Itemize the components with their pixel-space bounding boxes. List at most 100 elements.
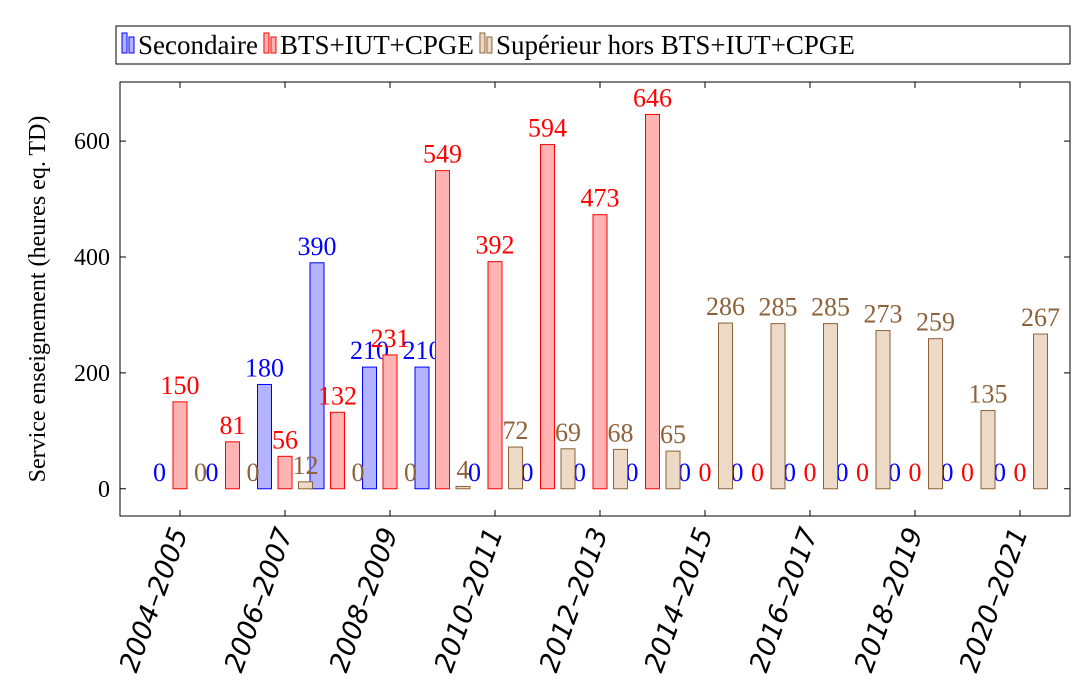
data-label: 72 (503, 416, 529, 445)
y-tick-label: 200 (74, 361, 110, 387)
bar (980, 410, 996, 490)
bar (382, 354, 398, 490)
data-label: 259 (916, 308, 955, 337)
bar (770, 323, 786, 490)
bar (592, 214, 608, 490)
data-label: 0 (194, 458, 207, 487)
data-label: 0 (153, 458, 166, 487)
legend-label: Secondaire (138, 30, 258, 60)
bar (823, 323, 838, 490)
x-tick-label: 2004–2005 (114, 524, 195, 676)
bar (455, 485, 471, 490)
data-label: 81 (220, 411, 246, 440)
data-label: 0 (699, 458, 712, 487)
bar (928, 338, 943, 490)
data-label: 646 (633, 83, 672, 112)
data-label: 0 (247, 458, 260, 487)
bar (277, 455, 293, 490)
y-tick-label: 0 (98, 477, 110, 503)
bar (1033, 333, 1048, 490)
data-label: 65 (660, 420, 686, 449)
data-label: 0 (573, 458, 586, 487)
data-label: 0 (206, 458, 219, 487)
legend-swatch (479, 32, 486, 54)
data-label: 390 (298, 232, 337, 261)
x-tick-label: 2018–2019 (849, 524, 930, 676)
bar (645, 113, 660, 490)
legend-swatch (128, 36, 135, 54)
x-tick-label: 2008–2009 (324, 524, 405, 676)
data-label: 273 (864, 300, 903, 329)
data-label: 135 (969, 380, 1008, 409)
legend-swatch (121, 32, 128, 54)
data-label: 69 (555, 418, 581, 447)
bar (560, 448, 576, 490)
plot-frame (119, 81, 1071, 517)
data-label: 180 (245, 353, 284, 382)
x-tick-label: 2010–2011 (429, 524, 510, 676)
legend-swatch (263, 32, 270, 54)
bar (613, 448, 628, 490)
legend-swatch (486, 36, 493, 54)
bar (665, 450, 681, 490)
bar (330, 411, 345, 490)
data-label: 4 (457, 455, 470, 484)
bar (257, 383, 272, 490)
x-tick-label: 2012–2013 (534, 524, 615, 676)
bar (298, 481, 313, 490)
bar (435, 170, 450, 490)
x-tick-label: 2014–2015 (639, 524, 720, 676)
bar (225, 441, 240, 490)
data-label: 0 (993, 458, 1006, 487)
bar (414, 366, 430, 490)
x-tick-label: 2020–2021 (954, 524, 1035, 676)
data-label: 0 (468, 458, 481, 487)
data-label: 0 (836, 458, 849, 487)
data-label: 150 (161, 371, 200, 400)
bar (508, 446, 523, 490)
data-label: 0 (404, 458, 417, 487)
legend-label: Supérieur hors BTS+IUT+CPGE (496, 30, 855, 60)
data-label: 132 (318, 381, 357, 410)
legend-box (115, 25, 1071, 65)
legend-swatch (270, 36, 277, 54)
data-label: 0 (856, 458, 869, 487)
bar (540, 144, 555, 490)
data-label: 0 (804, 458, 817, 487)
bar (309, 262, 325, 490)
y-tick-label: 600 (74, 129, 110, 155)
bar (487, 261, 503, 490)
data-label: 286 (706, 292, 745, 321)
y-axis-label: Service enseignement (heures eq. TD) (25, 116, 51, 483)
data-label: 285 (811, 293, 850, 322)
data-label: 0 (888, 458, 901, 487)
y-tick-label: 400 (74, 245, 110, 271)
data-label: 68 (608, 418, 634, 447)
data-label: 392 (476, 231, 515, 260)
bar (718, 322, 733, 490)
data-label: 231 (371, 324, 410, 353)
data-label: 473 (581, 184, 620, 213)
data-label: 0 (751, 458, 764, 487)
data-label: 0 (731, 458, 744, 487)
bar (172, 401, 188, 490)
data-label: 0 (961, 458, 974, 487)
x-tick-label: 2006–2007 (219, 524, 300, 676)
data-label: 0 (678, 458, 691, 487)
data-label: 56 (272, 425, 298, 454)
data-label: 267 (1021, 303, 1060, 332)
x-tick-label: 2016–2017 (744, 524, 825, 676)
data-label: 0 (352, 458, 365, 487)
data-label: 549 (423, 140, 462, 169)
data-label: 0 (909, 458, 922, 487)
legend-label: BTS+IUT+CPGE (280, 30, 474, 60)
data-label: 12 (293, 451, 319, 480)
data-label: 0 (783, 458, 796, 487)
data-label: 0 (1014, 458, 1027, 487)
data-label: 0 (941, 458, 954, 487)
data-label: 285 (759, 293, 798, 322)
data-label: 0 (626, 458, 639, 487)
bar (362, 366, 377, 490)
data-label: 594 (528, 114, 567, 143)
